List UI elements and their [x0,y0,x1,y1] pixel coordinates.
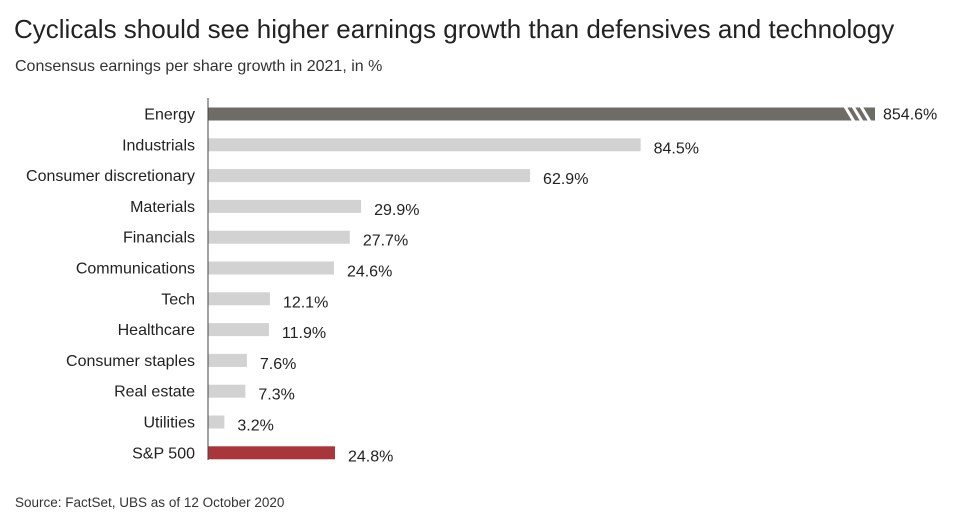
value-label: 24.8% [348,448,393,465]
bar-communications [208,261,334,275]
bar-consumer-discretionary [208,169,531,183]
category-label: S&P 500 [132,445,195,462]
value-label: 3.2% [237,418,273,435]
category-label: Communications [76,261,195,278]
category-label: Industrials [122,137,195,154]
category-label: Materials [130,199,195,216]
category-label: Real estate [114,384,195,401]
bar-s-p-500 [208,446,335,460]
value-label: 27.7% [363,233,408,250]
bar-tech [208,292,270,306]
axis-break-mark [859,105,872,123]
value-label: 854.6% [883,107,937,124]
chart-subtitle: Consensus earnings per share growth in 2… [15,58,383,75]
category-label: Healthcare [118,322,195,339]
category-label: Consumer discretionary [26,168,195,185]
source-note: Source: FactSet, UBS as of 12 October 20… [15,495,285,510]
chart-title: Cyclicals should see higher earnings gro… [14,14,895,44]
bar-consumer-staples [208,353,247,367]
bar-financials [208,230,350,244]
value-label: 24.6% [347,264,392,281]
category-label: Tech [161,291,195,308]
value-label: 7.3% [258,387,294,404]
bar-real-estate [208,384,246,398]
value-label: 12.1% [283,294,328,311]
value-label: 29.9% [374,202,419,219]
category-label: Consumer staples [66,353,195,370]
axis-break-mark [851,105,864,123]
value-label: 7.6% [260,356,296,373]
value-label: 11.9% [282,325,326,342]
category-label: Energy [144,107,195,124]
axis-break-mark [843,105,856,123]
category-label: Utilities [143,415,195,432]
value-label: 84.5% [654,140,699,157]
bar-materials [208,199,362,213]
value-label: 62.9% [543,171,588,188]
bar-utilities [208,415,225,429]
bar-healthcare [208,323,269,337]
category-label: Financials [123,230,195,247]
bar-industrials [208,138,641,152]
bar-energy [208,107,875,121]
